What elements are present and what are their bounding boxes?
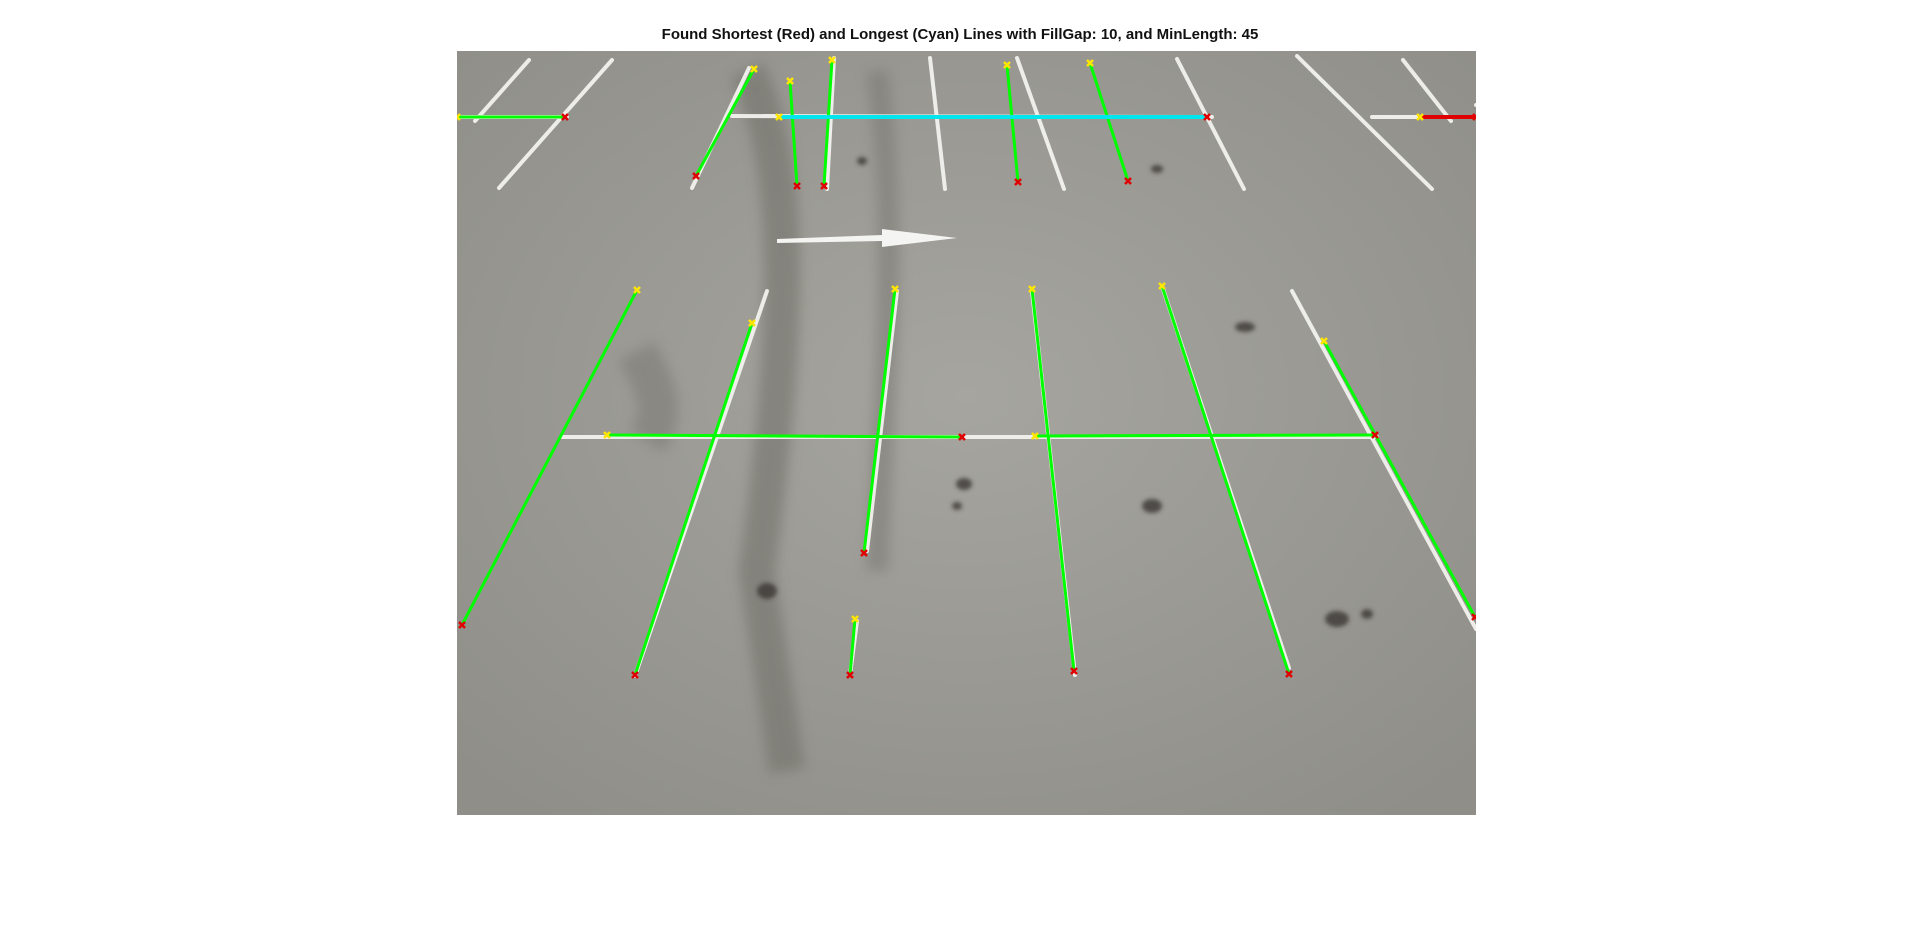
detected-lines <box>457 58 1476 677</box>
oil-spots <box>757 157 1373 627</box>
figure-title: Found Shortest (Red) and Longest (Cyan) … <box>661 26 1259 43</box>
arrow-right-icon <box>777 229 957 247</box>
parking-lot-photo <box>457 51 1476 815</box>
end-markers <box>458 113 1476 679</box>
tire-smudges <box>619 62 900 774</box>
asphalt-surface <box>457 51 1476 815</box>
start-markers <box>457 56 1424 623</box>
image-axes <box>457 51 1476 815</box>
